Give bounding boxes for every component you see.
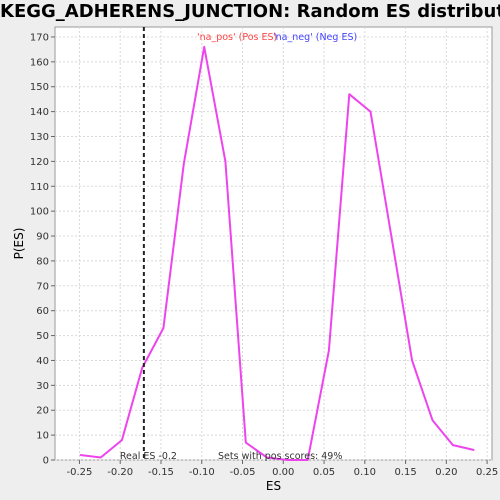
y-tick-label: 160 [30, 57, 49, 68]
data-point [473, 449, 475, 451]
data-point [390, 232, 392, 235]
data-point [224, 160, 226, 162]
data-point [245, 441, 247, 444]
x-tick-label: 0.15 [394, 467, 416, 478]
series-layer [79, 45, 475, 461]
data-point [369, 111, 372, 113]
pos-scores-annotation: Sets with pos scores: 49% [218, 451, 342, 462]
x-tick-label: 0.05 [313, 467, 335, 478]
y-tick-label: 110 [30, 182, 49, 193]
data-point [141, 367, 143, 369]
x-tick-label: 0.10 [354, 467, 376, 478]
x-tick-label: -0.20 [107, 467, 133, 478]
data-point [307, 459, 309, 461]
x-tick-label: -0.25 [67, 467, 93, 478]
y-tick-label: 80 [36, 256, 49, 267]
x-tick-label: -0.10 [189, 467, 215, 478]
series-line [80, 45, 475, 461]
legend-pos-label: 'na_pos' (Pos ES) [197, 32, 277, 43]
y-axis-label: P(ES) [12, 228, 26, 260]
x-tick-label: -0.15 [148, 467, 174, 478]
data-point [79, 454, 81, 456]
data-point [162, 327, 165, 329]
data-point [203, 46, 205, 48]
plot-area [54, 26, 493, 461]
data-point [121, 439, 123, 441]
y-tick-label: 100 [30, 207, 49, 218]
chart-title: KEGG_ADHERENS_JUNCTION: Random ES distri… [0, 1, 500, 22]
axes: 0 10 20 30 40 50 60 70 80 90 100 110 120 130 140 150 160… [30, 32, 498, 478]
real-es-label: Real ES -0.2 [120, 451, 177, 462]
data-point [431, 419, 434, 421]
y-tick-label: 70 [36, 281, 49, 292]
y-tick-label: 90 [36, 232, 49, 243]
y-tick-label: 0 [43, 456, 49, 467]
y-tick-label: 120 [30, 157, 49, 168]
y-tick-label: 50 [36, 331, 49, 342]
data-point [411, 359, 413, 362]
y-tick-label: 20 [36, 406, 49, 417]
data-point [328, 349, 330, 352]
data-point [183, 163, 185, 165]
y-tick-label: 30 [36, 381, 49, 392]
x-tick-label: 0.20 [435, 467, 457, 478]
x-tick-label: -0.05 [230, 467, 256, 478]
y-tick-label: 10 [36, 431, 49, 442]
data-point [348, 93, 350, 95]
y-tick-label: 40 [36, 356, 49, 367]
y-tick-label: 140 [30, 107, 49, 118]
data-point [100, 456, 102, 459]
x-axis-label: ES [266, 479, 281, 493]
data-point [266, 456, 268, 459]
y-tick-label: 150 [30, 82, 49, 93]
data-point [286, 459, 288, 461]
y-tick-label: 60 [36, 306, 49, 317]
x-tick-label: 0.00 [272, 467, 294, 478]
data-point [452, 444, 454, 446]
y-tick-label: 130 [30, 132, 49, 143]
y-tick-label: 170 [30, 32, 49, 43]
x-tick-label: 0.25 [476, 467, 498, 478]
legend-neg-label: 'na_neg' (Neg ES) [273, 32, 357, 43]
